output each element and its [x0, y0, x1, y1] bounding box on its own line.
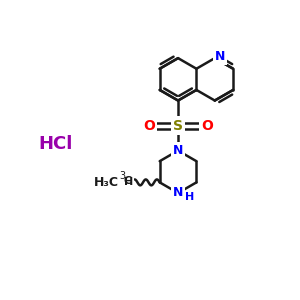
- Text: N: N: [173, 187, 183, 200]
- Text: N: N: [173, 144, 183, 157]
- Text: H: H: [184, 192, 194, 203]
- Text: H₃C: H₃C: [94, 176, 118, 189]
- Text: H: H: [124, 177, 133, 188]
- Text: C: C: [123, 176, 131, 186]
- Text: HCl: HCl: [39, 135, 73, 153]
- Text: 3: 3: [119, 171, 125, 181]
- Text: O: O: [201, 118, 213, 133]
- Text: N: N: [215, 50, 225, 63]
- Text: O: O: [143, 118, 155, 133]
- Text: S: S: [173, 118, 183, 133]
